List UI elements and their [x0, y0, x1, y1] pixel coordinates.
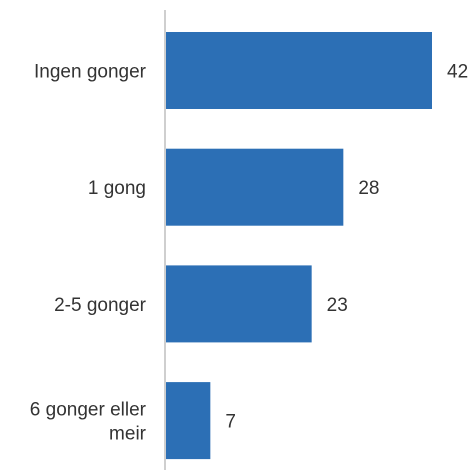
bars [166, 32, 432, 460]
category-label-0: Ingen gonger [34, 62, 147, 83]
value-labels: 42 28 23 7 [225, 62, 468, 433]
category-label-3: 6 gonger eller meir [30, 400, 147, 445]
category-label-2: 2-5 gonger [54, 295, 147, 316]
value-label-2: 23 [327, 295, 348, 316]
bar-0 [166, 32, 432, 109]
value-label-1: 28 [358, 178, 379, 199]
category-label-1: 1 gong [88, 178, 146, 199]
value-label-3: 7 [225, 412, 236, 433]
bar-1 [166, 148, 344, 226]
value-label-0: 42 [447, 62, 468, 83]
category-labels: Ingen gonger 1 gong 2-5 gonger 6 gonger ell… [30, 62, 147, 445]
bar-3 [166, 382, 211, 460]
bar-2 [166, 265, 312, 343]
